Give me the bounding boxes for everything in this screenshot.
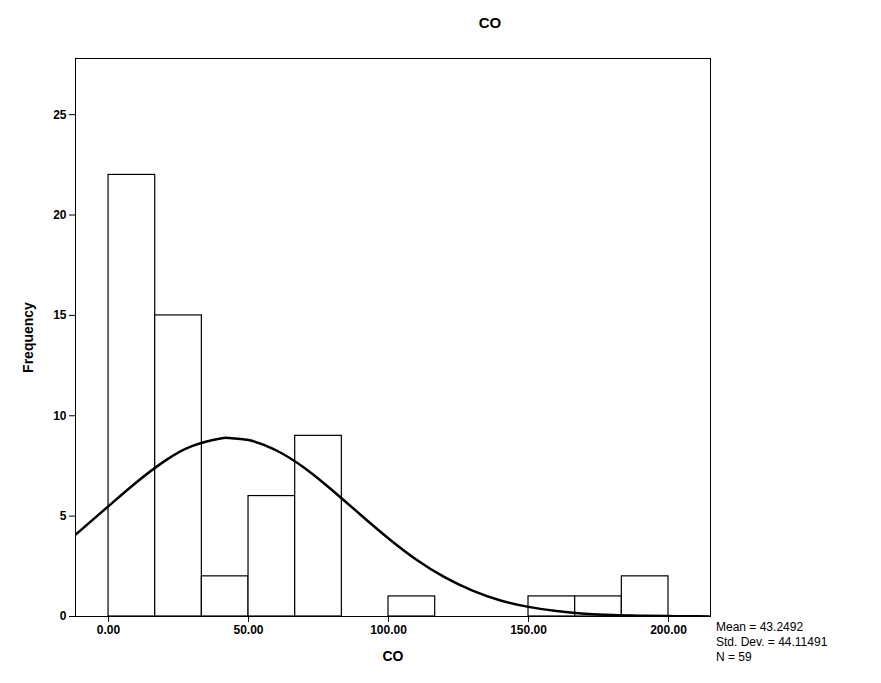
svg-text:100.00: 100.00 [370, 623, 407, 637]
svg-text:5: 5 [60, 509, 67, 523]
html-text:CO: CO [478, 14, 502, 31]
html-text:N = 59: N = 59 [716, 650, 752, 664]
svg-text:Frequency: Frequency [20, 302, 36, 373]
svg-text:0: 0 [60, 609, 67, 623]
svg-text:150.00: 150.00 [510, 623, 547, 637]
svg-text:200.00: 200.00 [650, 623, 687, 637]
svg-text:10: 10 [53, 409, 67, 423]
svg-text:CO: CO [383, 648, 404, 664]
svg-text:20: 20 [53, 208, 67, 222]
svg-text:15: 15 [53, 308, 67, 322]
svg-text:25: 25 [53, 108, 67, 122]
svg-text:50.00: 50.00 [234, 623, 264, 637]
svg-text:0.00: 0.00 [97, 623, 121, 637]
html-text:Std. Dev. = 44.11491: Std. Dev. = 44.11491 [716, 635, 828, 649]
html-text:Mean = 43.2492: Mean = 43.2492 [716, 620, 804, 634]
